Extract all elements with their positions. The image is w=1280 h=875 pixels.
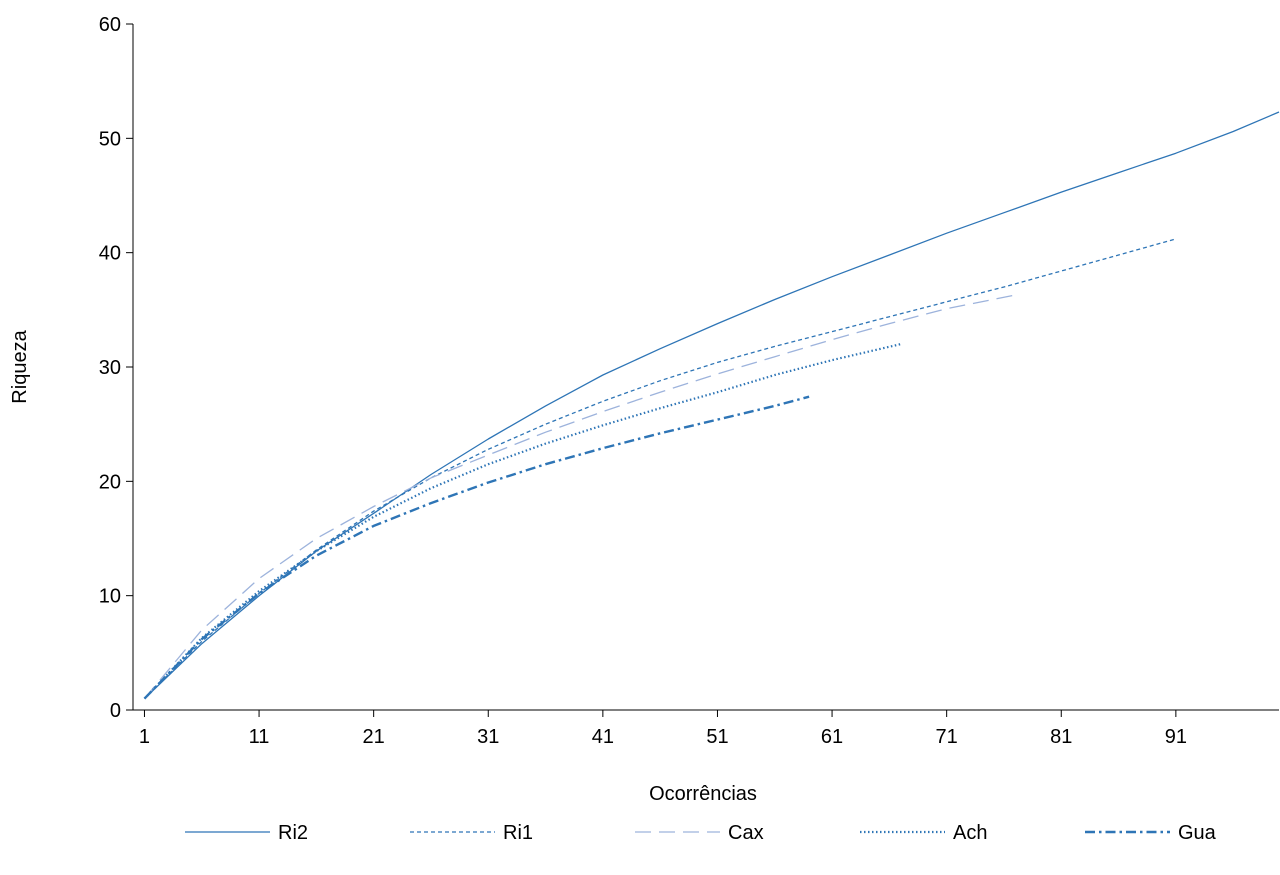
x-tick-label: 41 xyxy=(592,726,614,748)
legend-label-ach: Ach xyxy=(953,822,987,844)
y-axis-title: Riqueza xyxy=(9,329,31,403)
x-tick-label: 21 xyxy=(363,726,385,748)
x-tick-label: 51 xyxy=(706,726,728,748)
y-tick-label: 0 xyxy=(110,700,121,722)
legend-label-ri2: Ri2 xyxy=(278,822,308,844)
x-tick-label: 71 xyxy=(936,726,958,748)
y-tick-label: 20 xyxy=(99,471,121,493)
series-line-gua xyxy=(143,395,810,700)
y-tick-label: 40 xyxy=(99,243,121,265)
legend-label-ri1: Ri1 xyxy=(503,822,533,844)
x-tick-label: 91 xyxy=(1165,726,1187,748)
legend: Ri2 Ri1 Cax Ach Gua xyxy=(185,822,1217,844)
legend-label-cax: Cax xyxy=(728,822,764,844)
series-line-ach xyxy=(143,343,902,700)
series-lines xyxy=(143,111,1280,700)
x-tick-label: 31 xyxy=(477,726,499,748)
series-line-ri1 xyxy=(144,238,1177,700)
series-line-ri2 xyxy=(144,111,1280,700)
y-tick-label: 30 xyxy=(99,357,121,379)
series-line-cax xyxy=(144,294,1016,700)
y-tick-label: 50 xyxy=(99,128,121,150)
y-tick-label: 60 xyxy=(99,14,121,36)
y-tick-label: 10 xyxy=(99,586,121,608)
x-axis-title: Ocorrências xyxy=(649,783,757,805)
x-tick-label: 11 xyxy=(249,726,270,748)
x-tick-label: 81 xyxy=(1050,726,1072,748)
x-tick-label: 61 xyxy=(821,726,843,748)
legend-label-gua: Gua xyxy=(1178,822,1217,844)
x-tick-label: 1 xyxy=(139,726,150,748)
